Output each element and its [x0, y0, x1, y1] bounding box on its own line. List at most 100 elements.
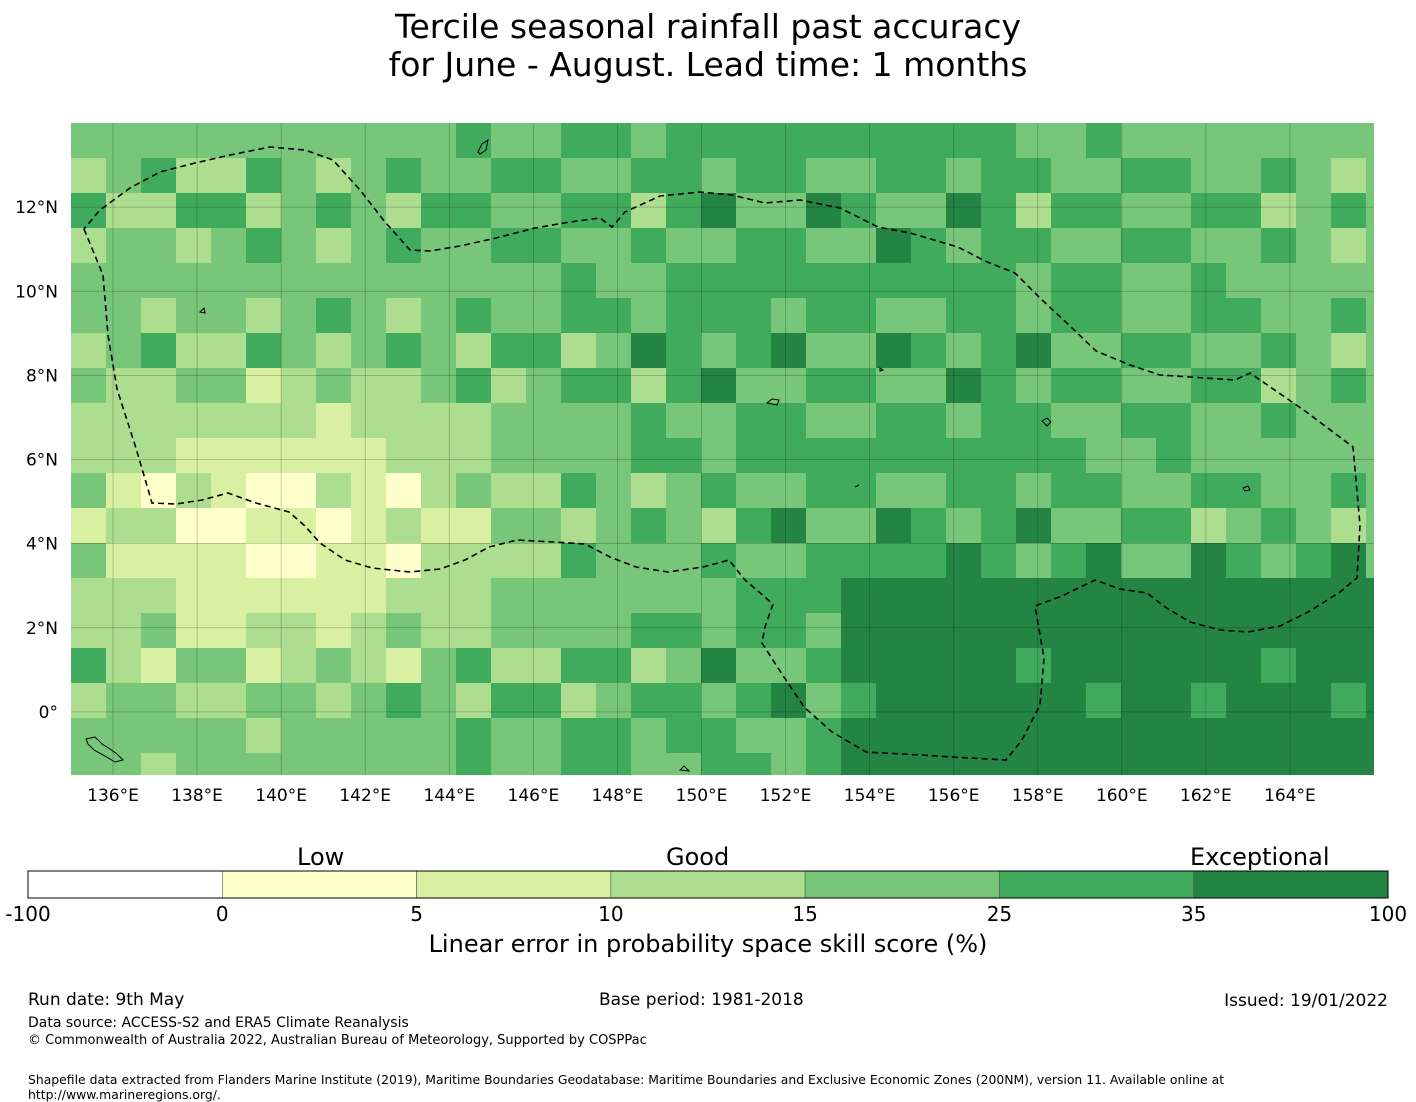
skill-cell	[981, 473, 1016, 508]
skill-cell	[1226, 158, 1261, 193]
skill-grid	[71, 123, 1374, 775]
longitude-tick-label: 160°E	[1096, 786, 1148, 806]
skill-cell	[561, 403, 596, 438]
skill-cell	[1366, 123, 1374, 158]
skill-cell	[1366, 613, 1374, 648]
skill-cell	[946, 473, 981, 508]
skill-cell	[211, 368, 246, 403]
colorbar-segment	[27, 870, 223, 899]
skill-cell	[491, 298, 526, 333]
skill-cell	[1016, 438, 1051, 473]
skill-cell	[1226, 263, 1261, 298]
skill-cell	[1261, 648, 1296, 683]
longitude-tick-label: 152°E	[760, 786, 812, 806]
skill-cell	[176, 648, 211, 683]
skill-cell	[841, 368, 876, 403]
skill-cell	[176, 403, 211, 438]
longitude-tick-label: 136°E	[87, 786, 139, 806]
skill-cell	[771, 263, 806, 298]
skill-cell	[1121, 718, 1156, 753]
skill-cell	[456, 403, 491, 438]
skill-cell	[736, 613, 771, 648]
skill-cell	[1226, 368, 1261, 403]
skill-cell	[246, 228, 281, 263]
skill-cell	[1051, 578, 1086, 613]
skill-cell	[1051, 648, 1086, 683]
skill-cell	[456, 648, 491, 683]
skill-cell	[246, 508, 281, 543]
copyright: © Commonwealth of Australia 2022, Austra…	[28, 1033, 647, 1048]
skill-cell	[526, 578, 561, 613]
skill-cell	[316, 228, 351, 263]
skill-cell	[596, 158, 631, 193]
skill-cell	[701, 718, 736, 753]
skill-cell	[456, 228, 491, 263]
skill-cell	[246, 298, 281, 333]
skill-cell	[1156, 473, 1191, 508]
longitude-tick-label: 144°E	[423, 786, 475, 806]
skill-cell	[351, 298, 386, 333]
skill-cell	[456, 473, 491, 508]
map-title-line2: for June - August. Lead time: 1 months	[388, 45, 1028, 84]
skill-cell	[1156, 158, 1191, 193]
skill-cell	[876, 333, 911, 368]
skill-cell	[1331, 578, 1366, 613]
latitude-tick-label: 8°N	[26, 366, 58, 386]
skill-cell	[351, 403, 386, 438]
skill-cell	[141, 508, 176, 543]
skill-cell	[1296, 158, 1331, 193]
skill-cell	[316, 298, 351, 333]
skill-cell	[666, 298, 701, 333]
longitude-tick-label: 164°E	[1264, 786, 1316, 806]
skill-cell	[596, 228, 631, 263]
skill-cell	[141, 473, 176, 508]
skill-cell	[386, 228, 421, 263]
skill-cell	[1296, 648, 1331, 683]
skill-cell	[1366, 403, 1374, 438]
skill-cell	[1226, 648, 1261, 683]
skill-cell	[421, 613, 456, 648]
skill-cell	[176, 193, 211, 228]
skill-cell	[981, 613, 1016, 648]
skill-cell	[1016, 753, 1051, 775]
skill-cell	[1261, 193, 1296, 228]
skill-cell	[631, 263, 666, 298]
colorbar-title: Linear error in probability space skill …	[428, 930, 988, 958]
skill-cell	[876, 263, 911, 298]
skill-cell	[281, 613, 316, 648]
skill-cell	[946, 718, 981, 753]
skill-cell	[981, 228, 1016, 263]
skill-cell	[1156, 613, 1191, 648]
skill-cell	[701, 753, 736, 775]
skill-cell	[1296, 403, 1331, 438]
skill-cell	[281, 228, 316, 263]
skill-cell	[176, 473, 211, 508]
skill-cell	[631, 158, 666, 193]
longitude-tick-label: 146°E	[508, 786, 560, 806]
skill-cell	[561, 753, 596, 775]
skill-cell	[1296, 193, 1331, 228]
colorbar-tick-label: -100	[5, 902, 51, 926]
skill-cell	[1366, 158, 1374, 193]
skill-cell	[246, 648, 281, 683]
colorbar-tick-label: 25	[986, 902, 1013, 926]
skill-cell	[1296, 298, 1331, 333]
skill-cell	[911, 193, 946, 228]
skill-cell	[701, 508, 736, 543]
skill-cell	[876, 613, 911, 648]
skill-cell	[421, 263, 456, 298]
skill-cell	[71, 403, 106, 438]
skill-cell	[106, 228, 141, 263]
skill-cell	[596, 753, 631, 775]
skill-cell	[666, 683, 701, 718]
skill-cell	[1156, 298, 1191, 333]
skill-cell	[141, 753, 176, 775]
skill-cell	[456, 718, 491, 753]
skill-cell	[1191, 298, 1226, 333]
skill-cell	[386, 683, 421, 718]
skill-cell	[281, 193, 316, 228]
skill-cell	[596, 333, 631, 368]
skill-cell	[841, 613, 876, 648]
skill-cell	[1051, 298, 1086, 333]
skill-cell	[1331, 158, 1366, 193]
